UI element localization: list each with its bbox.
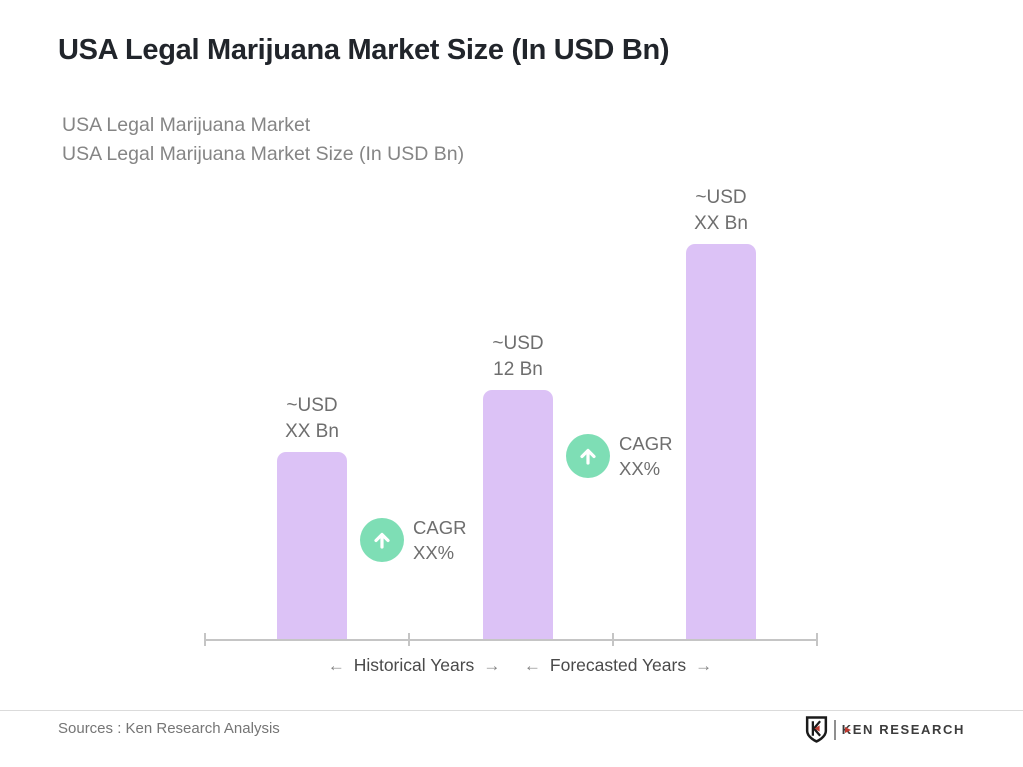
bar-1-value-label: ~USD XX Bn bbox=[285, 393, 339, 445]
up-arrow-circle-icon bbox=[566, 434, 610, 478]
footer-divider bbox=[0, 710, 1023, 711]
forecasted-years-label: Forecasted Years bbox=[549, 655, 687, 675]
bar-3-value-label: ~USD XX Bn bbox=[694, 185, 748, 237]
right-arrow-icon: → bbox=[695, 655, 713, 675]
bar-chart: ~USD XX Bn ~USD 12 Bn ~USD XX Bn bbox=[204, 185, 818, 646]
cagr-2-text: CAGR XX% bbox=[619, 431, 672, 481]
x-axis-tick-3 bbox=[612, 633, 614, 646]
bar-group-forecast: ~USD XX Bn bbox=[686, 185, 756, 640]
x-axis-tick-4 bbox=[816, 633, 818, 646]
bar-1 bbox=[277, 452, 347, 640]
bar-3 bbox=[686, 244, 756, 640]
bar-group-historical-start: ~USD XX Bn bbox=[277, 393, 347, 640]
logo-separator bbox=[833, 719, 836, 740]
bar-2-value-label: ~USD 12 Bn bbox=[492, 331, 543, 383]
x-axis-tick-1 bbox=[204, 633, 206, 646]
bar-3-value-label-line2: XX Bn bbox=[694, 213, 748, 234]
cagr-1-line1: CAGR bbox=[413, 517, 467, 538]
bar-1-value-label-line1: ~USD bbox=[286, 395, 338, 416]
logo-text: KEN RESEARCH bbox=[841, 722, 965, 737]
cagr-2-line2: XX% bbox=[619, 458, 661, 479]
bar-2 bbox=[483, 390, 553, 640]
ken-research-logo: KEN RESEARCH bbox=[805, 716, 965, 743]
cagr-2-line1: CAGR bbox=[619, 433, 673, 454]
x-axis-segment-historical-label: ← Historical Years → bbox=[328, 655, 501, 676]
shield-k-logo-icon bbox=[805, 716, 827, 743]
cagr-annotation-2: CAGR XX% bbox=[566, 431, 672, 481]
x-axis bbox=[205, 639, 818, 641]
bar-group-historical-end: ~USD 12 Bn bbox=[483, 331, 553, 640]
logo-text-wrap: KEN RESEARCH bbox=[842, 722, 965, 737]
page-title: USA Legal Marijuana Market Size (In USD … bbox=[58, 34, 670, 66]
left-arrow-icon: ← bbox=[327, 655, 345, 675]
bar-3-value-label-line1: ~USD bbox=[695, 187, 747, 208]
left-arrow-icon: ← bbox=[523, 655, 541, 675]
bar-1-value-label-line2: XX Bn bbox=[285, 421, 339, 442]
historical-years-label: Historical Years bbox=[353, 655, 475, 675]
cagr-annotation-1: CAGR XX% bbox=[360, 515, 466, 565]
logo-k-red-accent-icon bbox=[844, 727, 851, 733]
bar-2-value-label-line2: 12 Bn bbox=[493, 359, 543, 380]
cagr-1-line2: XX% bbox=[413, 542, 455, 563]
chart-subtitle: USA Legal Marijuana Market USA Legal Mar… bbox=[62, 111, 464, 169]
right-arrow-icon: → bbox=[483, 655, 501, 675]
up-arrow-circle-icon bbox=[360, 518, 404, 562]
bar-2-value-label-line1: ~USD bbox=[492, 333, 544, 354]
sources-text: Sources : Ken Research Analysis bbox=[58, 720, 280, 737]
x-axis-tick-2 bbox=[408, 633, 410, 646]
x-axis-segment-forecasted-label: ← Forecasted Years → bbox=[524, 655, 712, 676]
chart-subtitle-line1: USA Legal Marijuana Market bbox=[62, 114, 311, 136]
chart-subtitle-line2: USA Legal Marijuana Market Size (In USD … bbox=[62, 143, 465, 165]
cagr-1-text: CAGR XX% bbox=[413, 515, 466, 565]
